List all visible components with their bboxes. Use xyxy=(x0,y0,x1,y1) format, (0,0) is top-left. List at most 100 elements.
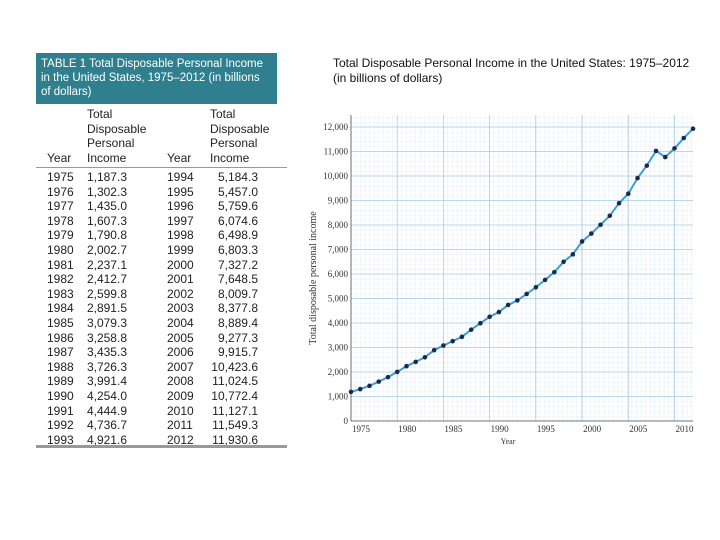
table-cell: 7,327.2 xyxy=(217,257,258,272)
data-point xyxy=(385,374,391,380)
table-header: Total Disposable Personal Income xyxy=(210,107,270,165)
data-point xyxy=(357,386,363,392)
data-point xyxy=(561,259,566,265)
table-cell: 8,009.7 xyxy=(217,286,258,301)
chart-title: Total Disposable Personal Income in the … xyxy=(333,56,690,85)
table-cell: 1,790.8 xyxy=(86,228,127,243)
table-cell: 2008 xyxy=(167,374,194,389)
table-cell: 2,002.7 xyxy=(86,243,127,257)
table-cell: 1975 xyxy=(47,170,74,184)
x-tick-label: 2005 xyxy=(629,424,648,434)
data-point xyxy=(644,163,650,168)
y-tick-label: 7,000 xyxy=(328,245,349,255)
y-tick-label: 9,000 xyxy=(328,196,349,206)
data-point xyxy=(681,135,687,141)
table-cell: 1991 xyxy=(47,403,74,418)
table-cell: 1977 xyxy=(47,199,74,214)
x-tick-label: 1985 xyxy=(444,424,463,434)
table-cell: 11,127.1 xyxy=(212,403,258,418)
table-cell: 1,302.3 xyxy=(86,184,127,199)
data-point xyxy=(653,148,659,154)
table-cell: 2000 xyxy=(167,257,194,272)
data-point xyxy=(367,383,372,389)
data-point xyxy=(459,334,465,340)
table-cell: 2,599.8 xyxy=(86,286,127,301)
table-cell: 1985 xyxy=(47,316,74,330)
x-tick-label: 1975 xyxy=(352,424,371,434)
data-point xyxy=(496,309,502,315)
x-tick-label: 2000 xyxy=(583,424,602,434)
data-point xyxy=(487,314,492,320)
data-point xyxy=(690,126,696,132)
table-cell: 1997 xyxy=(167,213,194,228)
table-cell: 2007 xyxy=(167,359,194,374)
x-tick-label: 2010 xyxy=(676,424,695,434)
y-tick-label: 11,000 xyxy=(324,147,349,157)
table-cell: 1994 xyxy=(167,170,194,184)
data-point xyxy=(533,285,539,290)
y-tick-label: 10,000 xyxy=(323,171,348,181)
table-cell: 2012 xyxy=(167,432,194,447)
table-cell: 4,444.9 xyxy=(86,403,127,418)
table-cell: 8,889.4 xyxy=(217,316,258,330)
y-axis-label: Total disposable personal income xyxy=(308,211,319,345)
table-cell: 3,258.8 xyxy=(86,330,127,345)
table-cell: 1976 xyxy=(47,184,74,199)
table-cell: 2,412.7 xyxy=(86,272,127,287)
table-cell: 2,891.5 xyxy=(86,301,127,316)
data-point xyxy=(422,355,428,360)
table-cell: 9,915.7 xyxy=(217,345,258,360)
data-point xyxy=(542,277,548,283)
table-cell: 1996 xyxy=(167,199,194,214)
y-tick-label: 6,000 xyxy=(328,269,349,279)
table-cell: 7,648.5 xyxy=(217,272,258,287)
table-cell: 4,921.6 xyxy=(86,432,127,447)
table-cell: 6,803.3 xyxy=(217,243,258,257)
table-cell: 10,772.4 xyxy=(211,389,258,403)
table-bottom-rule xyxy=(36,445,287,448)
table-cell: 3,726.3 xyxy=(86,359,127,374)
data-point xyxy=(635,175,640,181)
table-cell: 8,377.8 xyxy=(217,301,258,316)
data-point xyxy=(672,146,677,151)
table-cell: 1987 xyxy=(47,345,74,360)
y-tick-label: 3,000 xyxy=(328,343,349,353)
table-header: Year xyxy=(167,150,192,165)
table-cell: 1,607.3 xyxy=(86,213,127,228)
table-cell: 1980 xyxy=(47,243,74,257)
table-cell: 6,074.6 xyxy=(217,213,258,228)
data-point xyxy=(505,302,511,308)
data-point xyxy=(607,213,613,219)
table-cell: 2002 xyxy=(167,286,194,301)
table-cell: 1981 xyxy=(47,257,74,272)
table-cell: 2,237.1 xyxy=(86,257,127,272)
table-cell: 4,254.0 xyxy=(86,389,127,403)
table-cell: 1998 xyxy=(167,228,194,243)
x-tick-label: 1990 xyxy=(491,424,510,434)
table-cell: 11,549.3 xyxy=(212,418,258,433)
data-point xyxy=(589,231,594,236)
data-point xyxy=(468,327,474,333)
table-cell: 1978 xyxy=(47,213,74,228)
y-tick-label: 12,000 xyxy=(323,122,348,132)
data-point xyxy=(579,239,585,244)
table-header: Total Disposable Personal Income xyxy=(87,107,147,165)
table-cell: 2010 xyxy=(167,403,194,418)
table-cell: 1982 xyxy=(47,272,74,287)
table-cell: 2011 xyxy=(167,418,193,433)
data-point xyxy=(625,191,631,197)
data-point xyxy=(441,343,446,348)
data-point xyxy=(552,269,557,275)
table-cell: 3,079.3 xyxy=(86,316,127,330)
table-cell: 1,435.0 xyxy=(86,199,127,214)
table-cell: 1990 xyxy=(47,389,74,403)
data-point xyxy=(431,347,437,353)
table-cell: 1988 xyxy=(47,359,74,374)
data-point xyxy=(404,363,409,369)
data-point xyxy=(570,252,576,257)
table-cell: 3,991.4 xyxy=(86,374,127,389)
table-cell: 1986 xyxy=(47,330,74,345)
data-point xyxy=(376,379,382,384)
y-tick-label: 5,000 xyxy=(328,294,349,304)
